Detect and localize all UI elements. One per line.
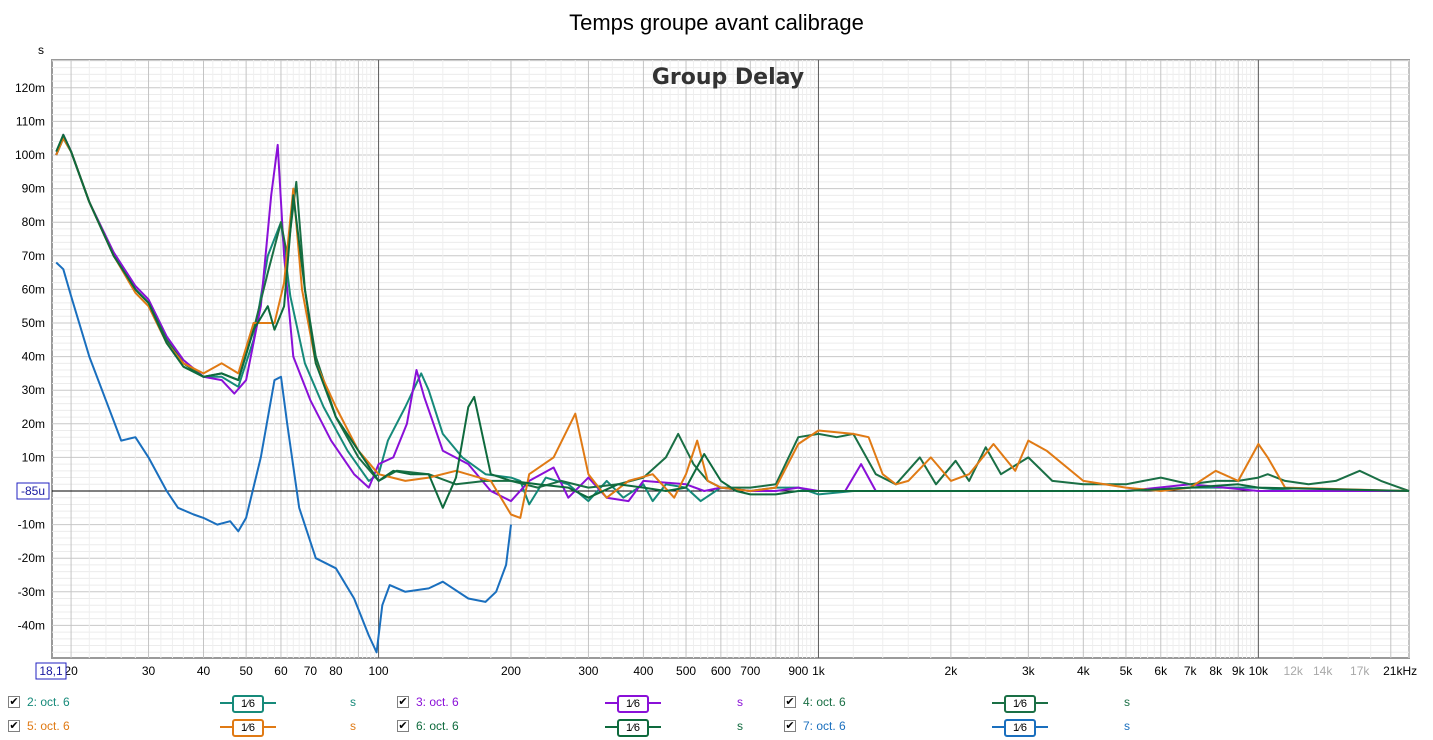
y-tick-label: 50m [22,316,45,330]
legend-smoothing-button[interactable]: 1⁄6 [992,718,1048,737]
legend-item: ✔ 6: oct. 6 [397,718,537,738]
y-axis-label: s [38,43,44,57]
legend-unit: s [350,719,356,733]
x-tick-label: 300 [578,664,598,678]
page-title: Temps groupe avant calibrage [569,10,864,35]
legend-label: 5: oct. 6 [27,719,70,733]
axes: 120m 110m 100m 90m 80m 70m 60m 50m 40m 30m 20m 10m -… [15,81,1417,680]
y-tick-label: 70m [22,249,45,263]
x-tick-label: 20 [64,664,78,678]
x-tick-label: 10k [1249,664,1269,678]
cursor-y-box [16,482,50,500]
x-tick-label: 100 [369,664,389,678]
x-tick-label: 8k [1209,664,1223,678]
legend-checkbox[interactable]: ✔ [397,696,409,708]
chart-title: Group Delay [652,65,804,90]
x-tick-label: 200 [501,664,521,678]
x-tick-label: 70 [304,664,318,678]
legend-label: 4: oct. 6 [803,695,846,709]
y-tick-label: -10m [18,518,45,532]
legend-smoothing-label: 1⁄6 [1004,719,1036,737]
y-tick-label: 100m [15,148,45,162]
x-tick-label: 3k [1022,664,1036,678]
y-tick-label: 30m [22,383,45,397]
legend-unit: s [1124,695,1130,709]
x-tick-label: 30 [142,664,156,678]
legend-smoothing-button[interactable]: 1⁄6 [605,718,661,737]
x-tick-label: 500 [676,664,696,678]
x-tick-label: 21kHz [1383,664,1417,678]
legend-smoothing-label: 1⁄6 [232,719,264,737]
legend-smoothing-label: 1⁄6 [232,695,264,713]
legend: ✔ 2: oct. 6 1⁄6 s ✔ 3: oct. 6 1⁄6 s ✔ 4: oct. 6 1⁄… [0,690,1433,740]
x-tick-label: 5k [1120,664,1134,678]
y-tick-label: 10m [22,450,45,464]
y-tick-label: -40m [18,618,45,632]
legend-label: 7: oct. 6 [803,719,846,733]
group-delay-chart[interactable]: 120m 110m 100m 90m 80m 70m 60m 50m 40m 30m 20m 10m -… [0,0,1433,690]
cursor-x-box [35,662,67,680]
x-tick-label: 6k [1154,664,1168,678]
x-tick-label: 12k [1284,664,1304,678]
x-tick-label: 1k [812,664,826,678]
legend-checkbox[interactable]: ✔ [8,720,20,732]
legend-smoothing-button[interactable]: 1⁄6 [605,694,661,713]
y-tick-label: 110m [16,114,45,128]
legend-label: 6: oct. 6 [416,719,459,733]
series-line-6[interactable] [55,133,1410,509]
x-tick-label: 4k [1077,664,1091,678]
legend-item: ✔ 2: oct. 6 [8,694,148,714]
x-tick-label: 80 [329,664,343,678]
x-tick-label: 17k [1350,664,1370,678]
x-tick-label: 60 [274,664,288,678]
y-tick-label: 40m [22,350,45,364]
x-tick-label: 7k [1184,664,1198,678]
y-tick-label: -20m [18,551,45,565]
x-tick-label: 600 [711,664,731,678]
legend-smoothing-label: 1⁄6 [617,719,649,737]
x-tick-label: 50 [239,664,253,678]
legend-label: 2: oct. 6 [27,695,70,709]
x-tick-label: 700 [740,664,760,678]
legend-item: ✔ 4: oct. 6 [784,694,924,714]
x-tick-label: 40 [197,664,211,678]
legend-item: ✔ 7: oct. 6 [784,718,924,738]
y-tick-label: 80m [22,215,45,229]
x-tick-label: 900 [788,664,808,678]
legend-smoothing-button[interactable]: 1⁄6 [992,694,1048,713]
y-tick-label: 60m [22,282,45,296]
y-tick-label: -30m [18,585,45,599]
legend-smoothing-button[interactable]: 1⁄6 [220,718,276,737]
cursor-x-label: 18,1 [39,664,63,678]
legend-unit: s [1124,719,1130,733]
legend-item: ✔ 3: oct. 6 [397,694,537,714]
x-tick-label: 14k [1313,664,1333,678]
legend-checkbox[interactable]: ✔ [784,696,796,708]
legend-smoothing-label: 1⁄6 [617,695,649,713]
cursor-y-label: -85u [21,484,45,498]
legend-label: 3: oct. 6 [416,695,459,709]
legend-checkbox[interactable]: ✔ [397,720,409,732]
series-line-5[interactable] [55,137,1410,519]
grid [51,59,1410,659]
legend-checkbox[interactable]: ✔ [8,696,20,708]
legend-checkbox[interactable]: ✔ [784,720,796,732]
y-tick-label: 20m [22,417,45,431]
legend-smoothing-button[interactable]: 1⁄6 [220,694,276,713]
y-tick-label: 90m [22,182,45,196]
x-tick-label: 400 [633,664,653,678]
x-tick-label: 2k [945,664,959,678]
legend-item: ✔ 5: oct. 6 [8,718,148,738]
series-lines [55,133,1410,654]
x-tick-label: 9k [1232,664,1246,678]
legend-unit: s [737,695,743,709]
series-line-7[interactable] [55,261,512,654]
y-tick-label: 120m [15,81,45,95]
legend-smoothing-label: 1⁄6 [1004,695,1036,713]
legend-unit: s [737,719,743,733]
legend-unit: s [350,695,356,709]
